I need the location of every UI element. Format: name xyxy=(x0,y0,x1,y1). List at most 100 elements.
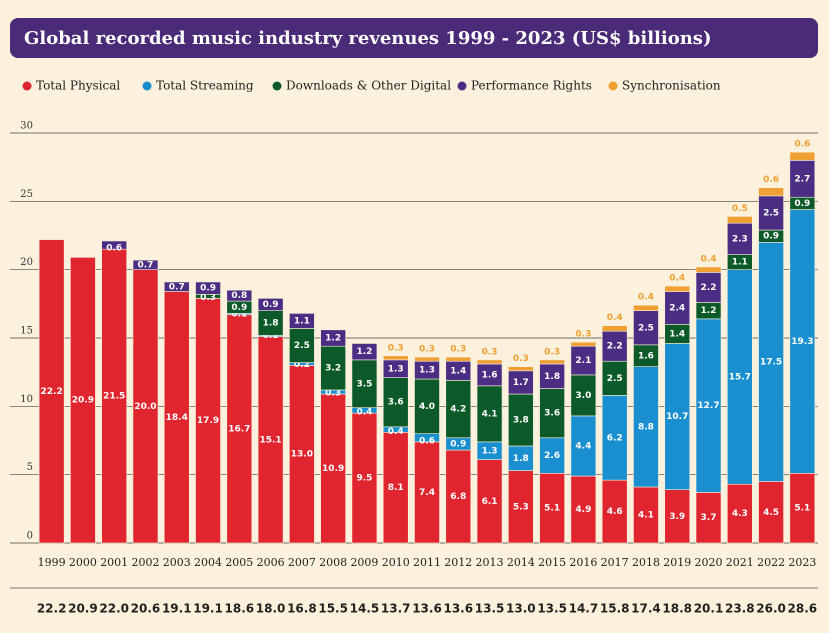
x-tick-label: 2014 xyxy=(507,556,535,569)
bar-segment xyxy=(664,291,691,325)
y-tick-label: 25 xyxy=(20,189,33,200)
value-label: 8.1 xyxy=(388,483,404,493)
value-label: 0.9 xyxy=(231,303,247,313)
total-label: 26.0 xyxy=(756,602,786,616)
bar-segment xyxy=(539,363,565,389)
bar-segment xyxy=(163,281,190,292)
legend-label: Total Streaming xyxy=(156,79,254,93)
value-label: 4.6 xyxy=(607,507,623,517)
value-label: 2.2 xyxy=(701,283,717,293)
value-label: 1.8 xyxy=(544,372,560,382)
bar-segment xyxy=(570,345,597,376)
x-tick-label: 2017 xyxy=(601,556,629,569)
bar-segment xyxy=(539,359,565,365)
bar-segment xyxy=(414,356,440,362)
bar-segment xyxy=(257,298,284,311)
value-label: 1.3 xyxy=(482,446,498,456)
value-label: 19.3 xyxy=(791,337,813,347)
value-label: 3.6 xyxy=(388,398,404,408)
bar-segment xyxy=(476,385,503,443)
value-label: 0.3 xyxy=(575,330,591,340)
total-label: 15.8 xyxy=(600,602,630,616)
value-label: 4.3 xyxy=(732,509,748,519)
bar-segment xyxy=(726,269,753,485)
bar-segment xyxy=(351,412,378,544)
value-label: 1.3 xyxy=(388,364,404,374)
legend-marker xyxy=(142,81,152,91)
bar-segment xyxy=(664,343,691,491)
bar-segment xyxy=(226,314,253,544)
value-label: 6.8 xyxy=(450,492,466,502)
value-label: 4.1 xyxy=(638,510,654,520)
bar-segment xyxy=(570,341,597,347)
bar-segment xyxy=(758,481,784,544)
y-tick-label: 30 xyxy=(20,121,33,132)
value-label: 3.9 xyxy=(669,512,685,522)
x-tick-label: 2015 xyxy=(538,556,566,569)
value-label: 15.1 xyxy=(259,435,281,445)
chart-title: Global recorded music industry revenues … xyxy=(24,28,711,49)
total-label: 19.1 xyxy=(193,602,223,616)
value-label: 13.0 xyxy=(291,450,313,460)
value-label: 2.5 xyxy=(763,208,779,218)
value-label: 0.6 xyxy=(794,140,810,150)
value-label: 0.6 xyxy=(419,436,435,446)
value-label: 3.6 xyxy=(544,409,560,419)
x-tick-label: 2021 xyxy=(726,556,754,569)
bar-segment xyxy=(633,366,659,488)
bar-segment xyxy=(726,216,753,224)
value-label: 2.5 xyxy=(607,374,623,384)
x-tick-label: 2020 xyxy=(695,556,723,569)
x-tick-label: 2001 xyxy=(100,556,128,569)
value-label: 0.6 xyxy=(763,175,779,185)
value-label: 1.6 xyxy=(638,351,654,361)
bar-segment xyxy=(289,313,315,329)
value-label: 2.1 xyxy=(575,356,591,366)
total-label: 13.5 xyxy=(475,602,505,616)
value-label: 18.4 xyxy=(166,413,188,423)
value-label: 8.8 xyxy=(638,422,654,432)
total-label: 16.8 xyxy=(287,602,317,616)
bar-segment xyxy=(695,266,722,273)
total-label: 19.1 xyxy=(162,602,192,616)
x-tick-label: 2013 xyxy=(476,556,504,569)
bar-segment xyxy=(726,222,753,255)
bar-segment xyxy=(570,374,597,417)
value-label: 0.8 xyxy=(231,291,247,301)
value-label: 0.4 xyxy=(356,408,372,418)
total-label: 17.4 xyxy=(631,602,661,616)
value-label: 4.0 xyxy=(419,402,435,412)
bar-segment xyxy=(320,329,346,347)
value-label: 0.3 xyxy=(513,354,529,364)
total-label: 13.6 xyxy=(412,602,442,616)
x-tick-label: 2004 xyxy=(194,556,222,569)
value-label: 1.2 xyxy=(356,347,372,357)
value-label: 1.7 xyxy=(513,378,529,388)
bar-segment xyxy=(163,291,190,544)
value-label: 1.1 xyxy=(294,316,310,326)
bar-segment xyxy=(508,366,534,372)
value-label: 2.5 xyxy=(294,341,310,351)
legend-label: Performance Rights xyxy=(471,79,592,93)
value-label: 20.0 xyxy=(134,402,156,412)
total-label: 15.5 xyxy=(318,602,348,616)
value-label: 1.6 xyxy=(482,370,498,380)
value-label: 17.9 xyxy=(197,416,219,426)
value-label: 0.7 xyxy=(169,282,185,292)
bar-segment xyxy=(195,281,221,295)
x-tick-label: 2000 xyxy=(69,556,97,569)
value-label: 17.5 xyxy=(760,357,782,367)
bar-segment xyxy=(758,195,784,231)
x-tick-label: 2002 xyxy=(131,556,159,569)
total-label: 18.6 xyxy=(225,602,255,616)
bar-segment xyxy=(382,377,409,428)
value-label: 2.7 xyxy=(794,174,810,184)
x-tick-label: 2011 xyxy=(413,556,441,569)
legend-label: Synchronisation xyxy=(622,79,721,93)
value-label: 0.3 xyxy=(325,389,341,399)
value-label: 1.4 xyxy=(669,329,685,339)
value-label: 0.9 xyxy=(450,439,466,449)
value-label: 5.1 xyxy=(544,504,560,514)
value-label: 2.6 xyxy=(544,451,560,461)
value-label: 0.3 xyxy=(482,347,498,357)
